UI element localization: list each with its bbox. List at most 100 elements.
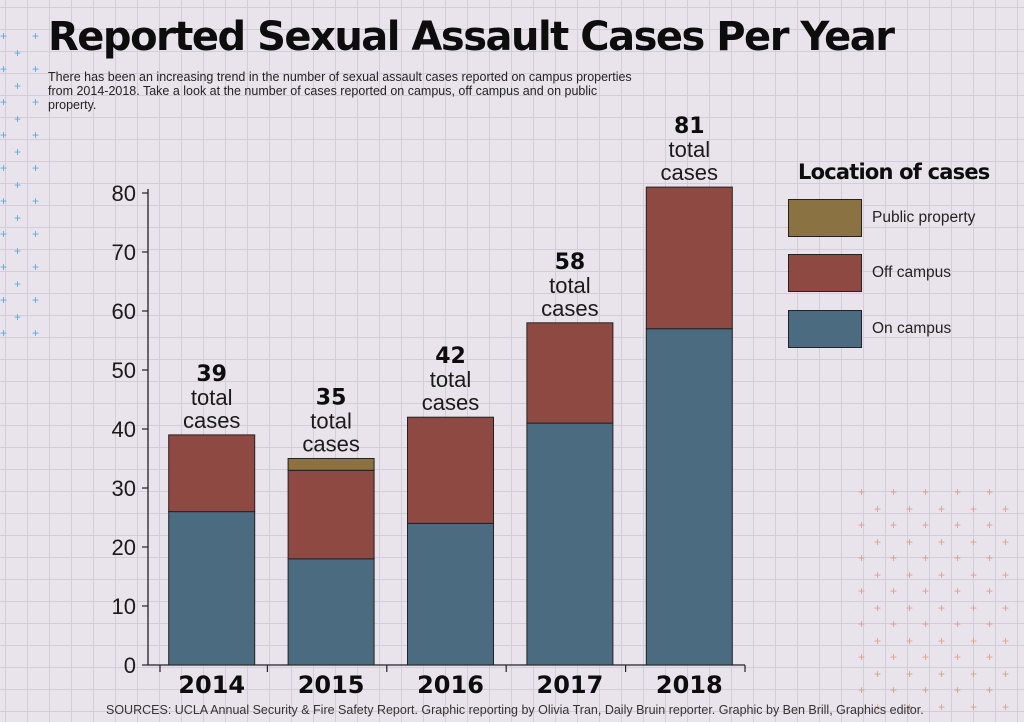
plus-decoration: +	[0, 194, 8, 208]
plus-decoration: +	[970, 534, 978, 549]
plus-decoration: +	[954, 617, 962, 631]
x-tick-label: 2014	[178, 671, 245, 699]
bar-segment-off-campus	[526, 322, 614, 424]
data-label-cases-word: cases	[661, 160, 718, 185]
plus-decoration: +	[938, 534, 946, 549]
y-tick-label: 20	[112, 535, 136, 560]
plus-decoration: +	[890, 617, 898, 631]
plus-decoration: +	[0, 161, 8, 175]
data-label-total: 58	[555, 250, 586, 275]
plus-decoration: +	[32, 128, 40, 142]
plus-decoration: +	[890, 683, 898, 697]
y-tick-label: 30	[112, 476, 136, 501]
plus-decoration: +	[954, 650, 962, 664]
plus-decoration: +	[970, 699, 978, 714]
bar-segment-on-campus	[645, 328, 733, 666]
plus-decoration: +	[14, 111, 22, 126]
plus-decoration: +	[1002, 633, 1010, 648]
plus-decoration: +	[874, 633, 882, 648]
plus-decoration: +	[938, 600, 946, 615]
plus-decoration: +	[938, 633, 946, 648]
plus-decoration: +	[14, 45, 22, 60]
data-label-total: 42	[435, 344, 466, 369]
legend-label-on-campus: On campus	[872, 320, 952, 337]
legend-swatch-on-campus	[788, 310, 862, 348]
data-label-cases-word: cases	[422, 390, 479, 415]
legend-label-off-campus: Off campus	[872, 264, 951, 281]
data-label-total: 81	[674, 114, 705, 139]
plus-decoration: +	[906, 600, 914, 615]
plus-decoration: +	[890, 518, 898, 532]
plus-decoration: +	[922, 485, 930, 499]
plus-decoration: +	[1002, 699, 1010, 714]
plus-decoration: +	[858, 551, 866, 565]
plus-decoration: +	[32, 95, 40, 109]
plus-decoration: +	[874, 534, 882, 549]
data-label-total-word: total	[549, 273, 591, 298]
legend-title: Location of cases	[798, 160, 990, 184]
legend-swatch-public-property	[788, 199, 862, 237]
plus-decoration: +	[14, 309, 22, 324]
x-tick-label: 2018	[656, 671, 723, 699]
bar-segment-off-campus	[168, 434, 256, 513]
plus-decoration: +	[890, 584, 898, 598]
bar-segment-off-campus	[407, 416, 494, 524]
plus-decoration: +	[954, 551, 962, 565]
plus-decoration: +	[938, 699, 946, 714]
legend-swatch-off-campus	[788, 254, 862, 292]
plus-decoration: +	[0, 29, 8, 43]
data-label-cases-word: cases	[302, 432, 359, 457]
plus-decoration: +	[906, 501, 914, 516]
plus-decoration: +	[0, 128, 8, 142]
y-tick-label: 10	[112, 594, 136, 619]
plus-decoration: +	[906, 666, 914, 681]
plus-decoration: +	[858, 617, 866, 631]
plus-decoration: +	[0, 62, 8, 76]
plus-decoration: +	[970, 633, 978, 648]
plus-decoration: +	[970, 567, 978, 582]
plus-decoration: +	[32, 62, 40, 76]
plus-decoration: +	[986, 683, 994, 697]
plus-decoration: +	[32, 326, 40, 340]
chart-subtitle: There has been an increasing trend in th…	[48, 70, 632, 112]
plus-decoration: +	[954, 584, 962, 598]
plus-decoration: +	[922, 650, 930, 664]
plus-decoration: +	[1002, 567, 1010, 582]
x-tick-label: 2017	[537, 671, 604, 699]
bar-segment-on-campus	[526, 422, 614, 666]
y-tick-label: 80	[112, 181, 136, 206]
x-tick-label: 2016	[417, 671, 484, 699]
plus-decoration: +	[1002, 501, 1010, 516]
bar-segment-on-campus	[287, 558, 375, 666]
plus-decoration: +	[938, 501, 946, 516]
plus-decoration: +	[970, 666, 978, 681]
plus-decoration: +	[14, 210, 22, 225]
plus-decoration: +	[906, 567, 914, 582]
plus-decoration: +	[14, 276, 22, 291]
data-label-total: 35	[316, 386, 347, 411]
plus-decoration: +	[0, 95, 8, 109]
y-tick-label: 0	[124, 653, 136, 678]
data-label-total-word: total	[191, 385, 233, 410]
plus-decoration: +	[922, 617, 930, 631]
plus-decoration: +	[32, 260, 40, 274]
plus-decoration: +	[874, 666, 882, 681]
bar-segment-off-campus	[645, 186, 733, 330]
plus-decoration: +	[890, 485, 898, 499]
sources-credit: SOURCES: UCLA Annual Security & Fire Saf…	[106, 703, 924, 717]
plus-decoration: +	[986, 551, 994, 565]
plus-decoration: +	[14, 177, 22, 192]
plus-decoration: +	[906, 534, 914, 549]
plus-decoration: +	[14, 243, 22, 258]
plus-decoration: +	[922, 518, 930, 532]
plus-decoration: +	[938, 666, 946, 681]
data-label-total-word: total	[310, 409, 352, 434]
plus-decoration: +	[0, 227, 8, 241]
data-label-cases-word: cases	[541, 296, 598, 321]
data-label-total-word: total	[430, 367, 472, 392]
y-tick-label: 60	[112, 299, 136, 324]
bar-segment-public-property	[287, 458, 375, 471]
plus-decoration: +	[954, 485, 962, 499]
plus-decoration: +	[922, 584, 930, 598]
